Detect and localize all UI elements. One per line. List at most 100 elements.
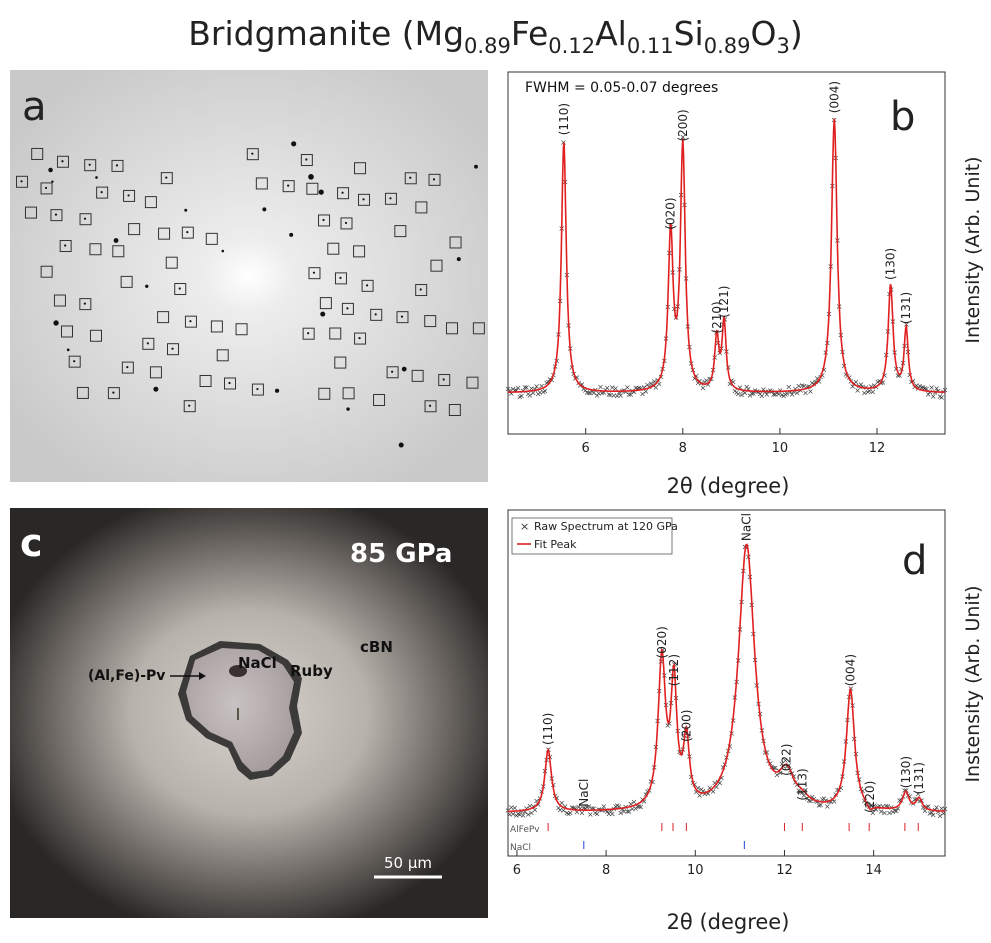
raw-data-point: × bbox=[592, 809, 599, 818]
dust-spot bbox=[262, 207, 267, 212]
spot-box bbox=[306, 182, 319, 195]
dust-spot bbox=[48, 167, 53, 173]
plot-frame-d bbox=[507, 509, 946, 857]
raw-data-point: × bbox=[642, 790, 649, 799]
spot-box bbox=[165, 256, 178, 269]
legend-label-raw: Raw Spectrum at 120 GPa bbox=[534, 520, 678, 533]
raw-data-point: × bbox=[869, 387, 876, 396]
label-cbn: cBN bbox=[360, 638, 393, 656]
spot-dot bbox=[390, 370, 394, 373]
raw-data-point: × bbox=[923, 802, 930, 811]
raw-data-point: × bbox=[780, 392, 787, 401]
spot-dot bbox=[287, 184, 290, 187]
raw-data-point: × bbox=[590, 388, 597, 397]
raw-data-point: × bbox=[525, 810, 532, 819]
spot-dot bbox=[312, 271, 316, 274]
raw-data-point: × bbox=[923, 385, 930, 394]
spot-dot bbox=[365, 284, 369, 287]
dust-spot bbox=[184, 208, 188, 212]
spot-box bbox=[174, 283, 187, 296]
raw-data-point: × bbox=[642, 387, 649, 396]
dust-spot bbox=[320, 311, 326, 317]
dust-spot bbox=[289, 232, 294, 237]
spot-box bbox=[302, 327, 315, 340]
raw-data-point: × bbox=[743, 382, 750, 391]
spot-box bbox=[149, 366, 162, 379]
raw-data-point: × bbox=[774, 389, 781, 398]
dust-spot bbox=[53, 320, 59, 326]
raw-data-point: × bbox=[854, 386, 861, 395]
raw-data-point: × bbox=[748, 389, 755, 398]
spot-box bbox=[472, 322, 485, 335]
spot-box bbox=[251, 383, 264, 396]
x-tick-label: 10 bbox=[687, 863, 704, 878]
raw-data-point: × bbox=[508, 389, 515, 398]
x-tick-label: 8 bbox=[679, 441, 687, 456]
spot-box bbox=[318, 214, 331, 227]
raw-data-point: × bbox=[928, 383, 935, 392]
raw-data-point: × bbox=[577, 804, 584, 813]
raw-data-point: × bbox=[928, 808, 935, 817]
raw-data-point: × bbox=[528, 384, 535, 393]
x-tick-label: 12 bbox=[869, 441, 886, 456]
spot-box bbox=[123, 189, 136, 202]
raw-data-point: × bbox=[732, 386, 739, 395]
raw-data-point: × bbox=[770, 763, 777, 772]
raw-data-point: × bbox=[811, 379, 818, 388]
spot-box bbox=[430, 259, 443, 272]
raw-data-point: × bbox=[515, 383, 522, 392]
raw-data-point: × bbox=[774, 770, 781, 779]
raw-data-point: × bbox=[785, 383, 792, 392]
raw-data-point: × bbox=[584, 388, 591, 397]
spot-box bbox=[142, 337, 155, 350]
spot-dot bbox=[339, 276, 342, 279]
spot-dot bbox=[73, 360, 76, 363]
raw-data-point: × bbox=[649, 381, 656, 390]
raw-data-point: × bbox=[770, 390, 777, 399]
raw-data-point: × bbox=[782, 756, 789, 765]
dust-spot bbox=[318, 189, 324, 195]
raw-data-point: × bbox=[506, 386, 513, 395]
spot-dot bbox=[432, 178, 436, 181]
raw-data-point: × bbox=[611, 391, 618, 400]
x-tick-label: 10 bbox=[772, 441, 789, 456]
spot-box bbox=[121, 361, 134, 374]
raw-data-point: × bbox=[508, 803, 515, 812]
raw-data-point: × bbox=[807, 796, 814, 805]
raw-data-point: × bbox=[627, 800, 634, 809]
spot-box bbox=[84, 159, 97, 172]
peak-label: (131) bbox=[899, 292, 913, 324]
dust-spot bbox=[51, 180, 54, 183]
raw-data-point: × bbox=[711, 778, 718, 787]
raw-data-point: × bbox=[521, 808, 528, 817]
sample-area bbox=[186, 648, 294, 772]
chart-b: 6 8 10 12 ×××××××××××××××××××××××××××××××××… bbox=[505, 71, 984, 498]
raw-data-point: × bbox=[523, 804, 530, 813]
peak-label: (112) bbox=[667, 654, 681, 686]
raw-data-point: × bbox=[516, 810, 523, 819]
dust-spot bbox=[474, 164, 478, 169]
spot-dot bbox=[305, 158, 308, 161]
raw-data-point: × bbox=[903, 320, 910, 329]
y-axis-label-d: Instensity (Arb. Unit) bbox=[962, 585, 984, 782]
raw-data-point: × bbox=[579, 380, 586, 389]
spot-dot bbox=[186, 231, 189, 234]
peak-label: (020) bbox=[664, 197, 678, 229]
raw-data-point: × bbox=[537, 388, 544, 397]
raw-data-point: × bbox=[565, 809, 572, 818]
raw-data-point: × bbox=[837, 784, 844, 793]
fwhm-annotation: FWHM = 0.05-0.07 degrees bbox=[525, 80, 718, 96]
raw-data-point: × bbox=[589, 804, 596, 813]
spot-dot bbox=[419, 288, 422, 291]
raw-data-point: × bbox=[631, 387, 638, 396]
raw-data-point: × bbox=[538, 382, 545, 391]
raw-data-point: × bbox=[604, 807, 611, 816]
raw-data-point: × bbox=[812, 378, 819, 387]
raw-data-point: × bbox=[779, 391, 786, 400]
raw-data-point: × bbox=[792, 384, 799, 393]
spot-box bbox=[157, 311, 170, 324]
raw-data-point: × bbox=[632, 384, 639, 393]
raw-data-point: × bbox=[802, 785, 809, 794]
raw-data-point: × bbox=[760, 385, 767, 394]
